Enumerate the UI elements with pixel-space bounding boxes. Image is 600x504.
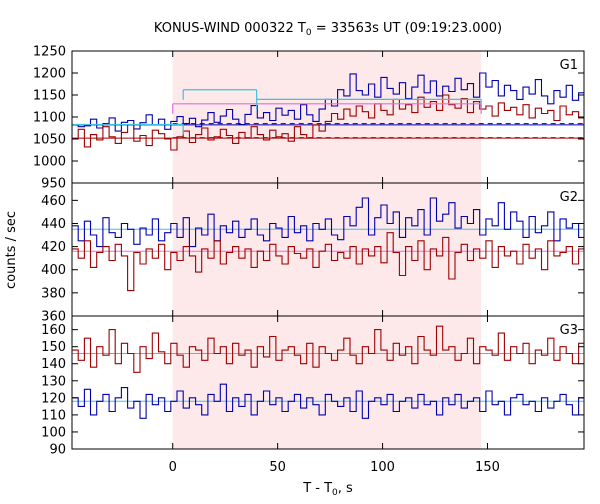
x-tick-label: 0 <box>169 460 177 475</box>
x-tick-label: 50 <box>269 460 286 475</box>
y-tick-label: 400 <box>41 263 66 278</box>
y-tick-label: 1100 <box>33 111 66 126</box>
panel-label: G2 <box>560 190 578 205</box>
y-tick-label: 440 <box>41 217 66 232</box>
y-tick-label: 1200 <box>33 67 66 82</box>
chart-title: KONUS-WIND 000322 T0 = 33563s UT (09:19:… <box>154 21 502 38</box>
y-tick-label: 130 <box>41 374 66 389</box>
y-axis-title: counts / sec <box>4 211 19 289</box>
x-tick-label: 150 <box>475 460 500 475</box>
y-tick-label: 90 <box>49 443 66 458</box>
y-tick-label: 1150 <box>33 89 66 104</box>
series-blue-histogram <box>72 197 584 248</box>
y-tick-label: 110 <box>41 408 66 423</box>
x-tick-label: 100 <box>370 460 395 475</box>
y-tick-label: 120 <box>41 391 66 406</box>
series-red-histogram <box>72 232 584 292</box>
y-tick-label: 150 <box>41 340 66 355</box>
y-tick-label: 380 <box>41 286 66 301</box>
panel-g1: 950 1000 1050 1100 1150 1200 1250 G1 <box>33 45 585 192</box>
y-tick-label: 360 <box>41 310 66 325</box>
panel-g3: 90 100 110 120 130 140 150 160 G3 <box>41 315 585 458</box>
x-axis-title: T - T0, s <box>302 481 353 498</box>
burst-interval-shading <box>172 51 482 183</box>
panel-g2: 360 380 400 420 440 460 G2 <box>41 182 585 325</box>
panel-plot-area <box>72 72 584 151</box>
y-tick-label: 140 <box>41 357 66 372</box>
burst-interval-shading <box>172 316 482 449</box>
y-tick-label: 1250 <box>33 45 66 60</box>
y-tick-label: 1000 <box>33 155 66 170</box>
panel-plot-area <box>72 325 584 419</box>
y-tick-label: 950 <box>41 177 66 192</box>
series-blue-histogram <box>72 383 584 419</box>
y-tick-label: 420 <box>41 240 66 255</box>
y-tick-label: 460 <box>41 194 66 209</box>
series-red-histogram <box>72 325 584 373</box>
y-tick-label: 1050 <box>33 133 66 148</box>
y-tick-label: 100 <box>41 425 66 440</box>
y-tick-label: 160 <box>41 323 66 338</box>
panel-label: G3 <box>560 323 578 338</box>
panel-frame <box>71 315 585 450</box>
series-blue-histogram <box>72 72 584 132</box>
panel-label: G1 <box>560 58 578 73</box>
burst-interval-shading <box>172 183 482 316</box>
series-red-histogram <box>72 94 584 151</box>
panel-plot-area <box>72 197 584 292</box>
